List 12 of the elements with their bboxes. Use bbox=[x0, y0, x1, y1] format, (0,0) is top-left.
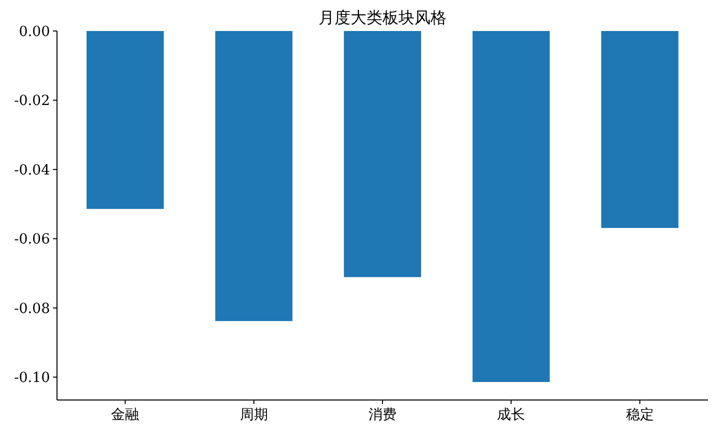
x-tick-label: 周期 bbox=[240, 407, 268, 423]
y-tick-label: -0.02 bbox=[14, 93, 50, 110]
y-tick-label: -0.06 bbox=[14, 232, 50, 248]
y-tick-label: 0.00 bbox=[18, 24, 50, 40]
y-tick-label: -0.08 bbox=[14, 300, 50, 317]
x-tick-label: 成长 bbox=[497, 407, 526, 423]
y-tick-label: -0.04 bbox=[14, 162, 50, 178]
x-tick-label: 消费 bbox=[368, 407, 396, 423]
x-tick-label: 稳定 bbox=[626, 407, 654, 423]
chart-title: 月度大类板块风格 bbox=[318, 8, 446, 27]
y-tick-label: -0.10 bbox=[14, 370, 50, 386]
x-tick-label: 金融 bbox=[111, 407, 140, 423]
